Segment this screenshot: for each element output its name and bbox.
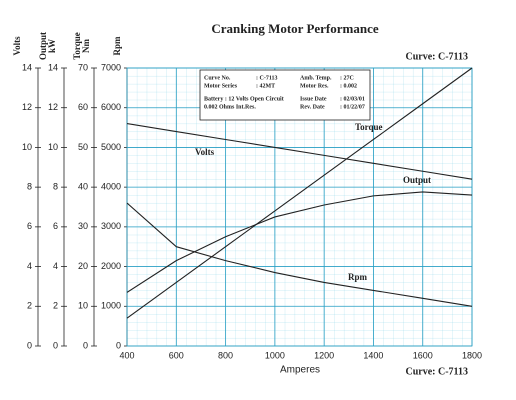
info-label: Battery : 12 Volts Open Circuit [204, 96, 284, 102]
curve-label: Curve: C-7113 [406, 51, 469, 62]
info-label: Motor Res. [300, 83, 329, 89]
info-label: Curve No. [204, 75, 231, 81]
x-tick-label: 1400 [363, 350, 383, 360]
y-tick-label: 60 [78, 102, 88, 112]
y-tick-label: 14 [48, 62, 58, 72]
y-tick-label: 4 [27, 261, 32, 271]
y-tick-label: 5000 [101, 142, 121, 152]
series-line [126, 123, 473, 180]
series-line [126, 202, 473, 307]
y-axis-title: OutputkW [38, 32, 57, 60]
y-tick-label: 10 [22, 142, 32, 152]
x-axis-title: Amperes [280, 365, 320, 376]
y-tick-label: 2000 [101, 261, 121, 271]
info-label: Amb. Temp. [300, 75, 332, 81]
info-value: : 02/03/01 [340, 96, 365, 102]
info-label: Issue Date [300, 96, 327, 102]
series-label: Rpm [348, 272, 368, 282]
y-tick-label: 6 [53, 221, 58, 231]
y-tick-label: 10 [78, 301, 88, 311]
info-label: Motor Series [204, 83, 238, 89]
y-tick-label: 14 [22, 62, 32, 72]
y-tick-label: 40 [78, 182, 88, 192]
curve-label: Curve: C-7113 [406, 366, 469, 377]
y-tick-label: 10 [48, 142, 58, 152]
y-tick-label: 1000 [101, 301, 121, 311]
info-value: : 42MT [256, 83, 275, 89]
info-value: : 27C [340, 75, 354, 81]
series-line [126, 67, 473, 319]
x-tick-label: 600 [169, 350, 184, 360]
y-tick-label: 2 [27, 301, 32, 311]
info-label: Rev. Date [300, 104, 325, 110]
y-tick-label: 8 [27, 182, 32, 192]
x-tick-label: 400 [119, 350, 134, 360]
info-value: : 01/22/07 [340, 104, 365, 110]
info-value: : 0.002 [340, 83, 357, 89]
y-tick-label: 20 [78, 261, 88, 271]
info-label: 0.002 Ohms Int.Res. [204, 104, 256, 110]
y-tick-label: 6 [27, 221, 32, 231]
series-label: Output [403, 175, 431, 185]
info-box [199, 69, 371, 121]
y-tick-label: 4 [53, 261, 58, 271]
y-tick-label: 50 [78, 142, 88, 152]
y-tick-label: 0 [83, 340, 88, 350]
plot-border [126, 67, 473, 347]
y-tick-label: 0 [53, 340, 58, 350]
y-tick-label: 12 [22, 102, 32, 112]
y-tick-label: 12 [48, 102, 58, 112]
x-tick-label: 800 [218, 350, 233, 360]
y-tick-label: 0 [116, 340, 121, 350]
y-tick-label: 0 [27, 340, 32, 350]
series-label: Volts [195, 147, 215, 157]
info-value: : C-7113 [256, 75, 278, 81]
x-tick-label: 1000 [265, 350, 285, 360]
y-tick-label: 3000 [101, 221, 121, 231]
x-tick-label: 1200 [314, 350, 334, 360]
y-tick-label: 7000 [101, 62, 121, 72]
y-tick-label: 6000 [101, 102, 121, 112]
series-line [126, 191, 473, 293]
x-tick-label: 1800 [462, 350, 482, 360]
chart-title: Cranking Motor Performance [211, 21, 379, 36]
x-tick-label: 1600 [413, 350, 433, 360]
y-axis-title: Rpm [112, 36, 122, 56]
y-axis-title: Volts [12, 36, 22, 56]
y-axis-title: TorqueNm [72, 32, 91, 60]
y-tick-label: 4000 [101, 182, 121, 192]
y-tick-label: 30 [78, 221, 88, 231]
y-tick-label: 8 [53, 182, 58, 192]
series-label: Torque [355, 122, 383, 132]
y-tick-label: 70 [78, 62, 88, 72]
y-tick-label: 2 [53, 301, 58, 311]
